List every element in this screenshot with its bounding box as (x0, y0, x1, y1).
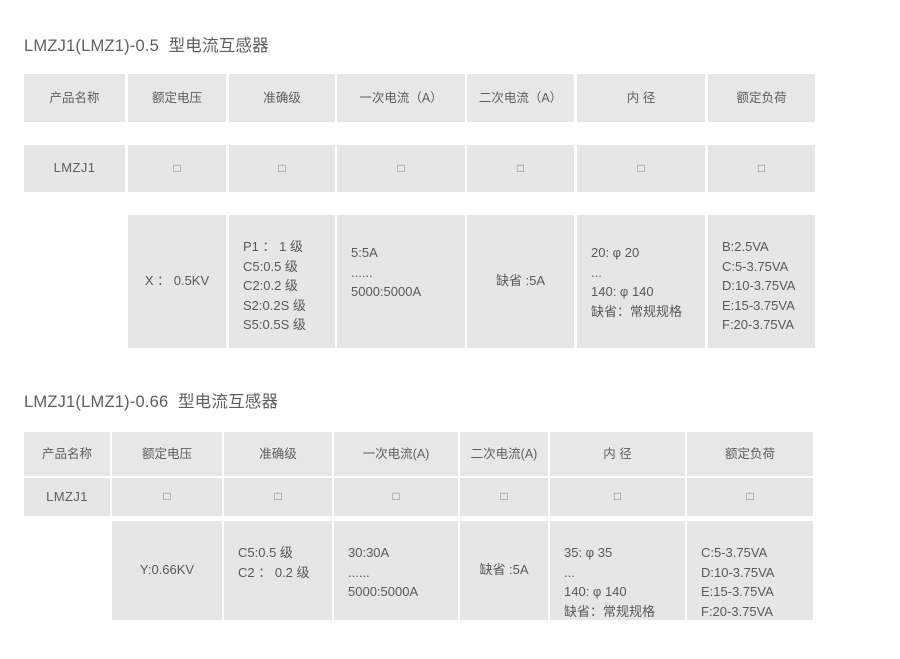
table-2-header-secondary-current: 二次电流(A) (460, 432, 548, 476)
table-1-cell-voltage-box: □ (128, 145, 226, 192)
table-2-detail-rated-burden: C:5-3.75VA D:10-3.75VA E:15-3.75VA F:20-… (687, 521, 813, 620)
table-2-header-primary-current: 一次电流(A) (334, 432, 458, 476)
table-1-detail-rated-burden: B:2.5VA C:5-3.75VA D:10-3.75VA E:15-3.75… (708, 215, 815, 348)
table-1-cell-product-name: LMZJ1 (24, 145, 125, 192)
table-2-cell-burden-box: □ (687, 478, 813, 516)
table-1-header-primary-current: 一次电流（A） (337, 74, 465, 122)
table-2-header-rated-burden: 额定负荷 (687, 432, 813, 476)
table-2-cell-diameter-box: □ (550, 478, 685, 516)
page-title-table-2: LMZJ1(LMZ1)-0.66 型电流互感器 (24, 393, 279, 411)
table-1-detail-inner-diameter: 20: φ 20 ... 140: φ 140 缺省：常规规格 (577, 215, 705, 348)
table-1-cell-diameter-box: □ (577, 145, 705, 192)
table-1-header-product-name: 产品名称 (24, 74, 125, 122)
table-2-cell-secondary-box: □ (460, 478, 548, 516)
table-2-detail-rated-voltage: Y:0.66KV (112, 521, 222, 620)
table-1-header-rated-voltage: 额定电压 (128, 74, 226, 122)
table-2-header-accuracy-class: 准确级 (224, 432, 332, 476)
table-1-cell-secondary-box: □ (467, 145, 574, 192)
table-1-detail-accuracy-class: P1 ： 1 级 C5:0.5 级 C2:0.2 级 S2:0.2S 级 S5:… (229, 215, 335, 348)
table-1-header-secondary-current: 二次电流（A） (467, 74, 574, 122)
table-2-detail-primary-current: 30:30A ...... 5000:5000A (334, 521, 458, 620)
table-2-cell-accuracy-box: □ (224, 478, 332, 516)
table-2-header-inner-diameter: 内 径 (550, 432, 685, 476)
table-1-header-inner-diameter: 内 径 (577, 74, 705, 122)
table-2-header-product-name: 产品名称 (24, 432, 110, 476)
table-2-cell-voltage-box: □ (112, 478, 222, 516)
table-1-header-accuracy-class: 准确级 (229, 74, 335, 122)
table-1-detail-rated-voltage: X ： 0.5KV (128, 215, 226, 348)
table-1-header-rated-burden: 额定负荷 (708, 74, 815, 122)
table-1-cell-primary-box: □ (337, 145, 465, 192)
table-2-detail-inner-diameter: 35: φ 35 ... 140: φ 140 缺省：常规规格 (550, 521, 685, 620)
table-2-cell-primary-box: □ (334, 478, 458, 516)
table-2-cell-product-name: LMZJ1 (24, 478, 110, 516)
table-2-header-rated-voltage: 额定电压 (112, 432, 222, 476)
table-1-cell-burden-box: □ (708, 145, 815, 192)
table-1-cell-accuracy-box: □ (229, 145, 335, 192)
table-1-detail-primary-current: 5:5A ...... 5000:5000A (337, 215, 465, 348)
table-2-detail-accuracy-class: C5:0.5 级 C2 ： 0.2 级 (224, 521, 332, 620)
table-1-detail-secondary-current: 缺省 :5A (467, 215, 574, 348)
table-2-detail-secondary-current: 缺省 :5A (460, 521, 548, 620)
page-title-table-1: LMZJ1(LMZ1)-0.5 型电流互感器 (24, 37, 269, 55)
